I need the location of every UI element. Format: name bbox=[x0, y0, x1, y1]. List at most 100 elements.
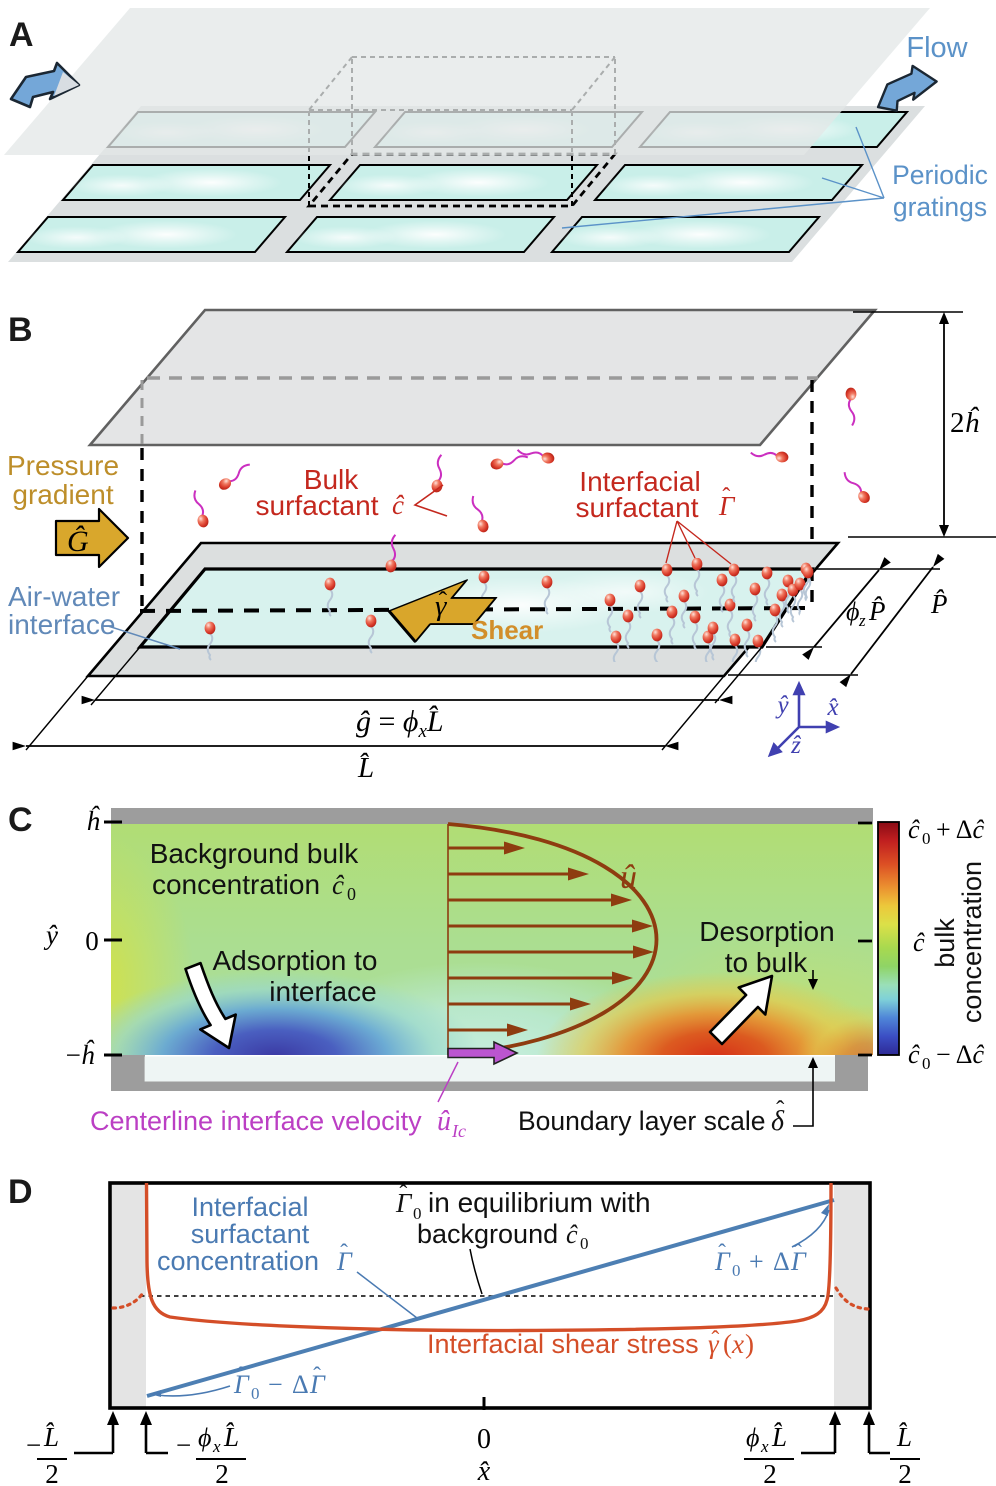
svg-text:ˆ: ˆ bbox=[439, 586, 448, 615]
svg-text:Ĝ: Ĝ bbox=[67, 525, 89, 558]
svg-text:ĥ: ĥ bbox=[86, 805, 100, 836]
svg-text:A: A bbox=[9, 16, 34, 54]
svg-text:Δ: Δ bbox=[292, 1370, 309, 1399]
svg-text:surfactant: surfactant bbox=[576, 492, 699, 523]
svg-text:ĝ = ϕxL̂: ĝ = ϕxL̂ bbox=[356, 705, 444, 742]
svg-text:Γ: Γ bbox=[714, 1247, 731, 1276]
svg-text:û: û bbox=[437, 1106, 451, 1137]
svg-text:0: 0 bbox=[85, 926, 99, 956]
svg-text:Background bulk: Background bulk bbox=[150, 838, 360, 869]
svg-text:x̂: x̂ bbox=[826, 694, 838, 721]
svg-text:ˆ: ˆ bbox=[313, 1363, 321, 1388]
svg-text:gradient: gradient bbox=[12, 479, 113, 510]
svg-text:Interfacial shear stress: Interfacial shear stress bbox=[427, 1329, 699, 1359]
svg-text:ĉ: ĉ bbox=[332, 870, 345, 900]
svg-text:Centerline interface velocity: Centerline interface velocity bbox=[90, 1106, 422, 1136]
svg-text:γ: γ bbox=[435, 590, 448, 622]
svg-text:Interfacial: Interfacial bbox=[191, 1192, 308, 1222]
svg-text:bulk: bulk bbox=[930, 918, 960, 968]
svg-text:Γ: Γ bbox=[309, 1370, 326, 1399]
svg-text:ˆ: ˆ bbox=[794, 1240, 802, 1265]
svg-text:0: 0 bbox=[251, 1384, 260, 1403]
svg-text:surfactant: surfactant bbox=[256, 490, 379, 521]
svg-text:2: 2 bbox=[898, 1459, 912, 1486]
svg-text:0: 0 bbox=[347, 884, 356, 904]
svg-text:L̂: L̂ bbox=[357, 751, 374, 784]
svg-text:Boundary layer scale: Boundary layer scale bbox=[518, 1106, 765, 1136]
svg-text:): ) bbox=[745, 1329, 754, 1359]
svg-text:2: 2 bbox=[215, 1459, 229, 1486]
svg-text:Γ: Γ bbox=[718, 491, 736, 521]
svg-text:concentration: concentration bbox=[152, 869, 320, 900]
svg-text:ĉ: ĉ bbox=[566, 1220, 578, 1249]
svg-text:+ Δĉ: + Δĉ bbox=[936, 815, 984, 844]
svg-text:interface: interface bbox=[269, 976, 376, 1007]
svg-text:ŷ: ŷ bbox=[774, 692, 789, 719]
svg-text:ˆ: ˆ bbox=[776, 1097, 785, 1124]
svg-text:L̂: L̂ bbox=[771, 1422, 787, 1452]
svg-text:− Δĉ: − Δĉ bbox=[936, 1040, 984, 1069]
svg-text:ĉ: ĉ bbox=[913, 928, 925, 957]
svg-text:ϕ: ϕ bbox=[198, 1423, 211, 1452]
svg-text:to bulk: to bulk bbox=[725, 947, 808, 978]
svg-text:(: ( bbox=[723, 1329, 732, 1359]
svg-text:x: x bbox=[731, 1329, 744, 1359]
svg-text:ˆ: ˆ bbox=[722, 485, 730, 511]
svg-text:P̂: P̂ bbox=[868, 596, 886, 626]
svg-text:z: z bbox=[858, 611, 866, 630]
svg-text:L̂: L̂ bbox=[43, 1422, 59, 1452]
svg-text:in equilibrium with: in equilibrium with bbox=[428, 1187, 651, 1218]
svg-text:ˆ: ˆ bbox=[399, 1182, 407, 1208]
svg-text:x: x bbox=[760, 1437, 769, 1456]
svg-text:Δ: Δ bbox=[773, 1247, 790, 1276]
svg-text:x̂: x̂ bbox=[477, 1456, 491, 1486]
svg-text:ĉ: ĉ bbox=[392, 490, 405, 520]
svg-text:2: 2 bbox=[763, 1459, 777, 1486]
svg-text:P̂: P̂ bbox=[930, 589, 948, 619]
svg-text:B: B bbox=[8, 311, 33, 349]
svg-text:Bulk: Bulk bbox=[304, 464, 359, 495]
svg-text:Γ: Γ bbox=[395, 1188, 413, 1218]
svg-text:Γ: Γ bbox=[336, 1247, 353, 1276]
svg-text:Γ: Γ bbox=[790, 1247, 807, 1276]
svg-text:ĉ: ĉ bbox=[908, 815, 920, 844]
svg-text:0: 0 bbox=[922, 1054, 931, 1073]
svg-text:ẑ: ẑ bbox=[790, 732, 801, 759]
svg-text:+: + bbox=[749, 1247, 764, 1276]
svg-text:Interfacial: Interfacial bbox=[579, 466, 700, 497]
svg-text:−: − bbox=[26, 1430, 41, 1460]
svg-text:0: 0 bbox=[922, 829, 931, 848]
svg-text:−: − bbox=[268, 1370, 283, 1399]
svg-text:−: − bbox=[176, 1430, 191, 1460]
svg-text:surfactant: surfactant bbox=[191, 1219, 310, 1249]
svg-text:gratings: gratings bbox=[893, 192, 987, 222]
svg-text:ĉ: ĉ bbox=[908, 1040, 920, 1069]
svg-text:0: 0 bbox=[413, 1204, 422, 1223]
svg-text:interface: interface bbox=[8, 609, 115, 640]
svg-text:ϕ: ϕ bbox=[746, 1423, 759, 1452]
svg-text:−ĥ: −ĥ bbox=[66, 1039, 95, 1070]
svg-text:Air-water: Air-water bbox=[8, 581, 120, 612]
svg-text:concentration: concentration bbox=[157, 1246, 319, 1276]
svg-text:Ic: Ic bbox=[451, 1121, 466, 1141]
svg-text:Pressure: Pressure bbox=[7, 450, 119, 481]
svg-text:Desorption: Desorption bbox=[699, 916, 834, 947]
svg-text:2ĥ: 2ĥ bbox=[950, 406, 980, 439]
svg-text:0: 0 bbox=[580, 1234, 589, 1253]
svg-text:C: C bbox=[8, 801, 33, 839]
svg-text:δ: δ bbox=[771, 1106, 785, 1137]
svg-text:ˆ: ˆ bbox=[237, 1363, 245, 1388]
svg-text:û: û bbox=[620, 859, 637, 896]
svg-text:ˆ: ˆ bbox=[718, 1240, 726, 1265]
svg-text:ˆ: ˆ bbox=[340, 1240, 348, 1265]
svg-text:ˆ: ˆ bbox=[711, 1328, 719, 1354]
svg-text:Adsorption to: Adsorption to bbox=[213, 945, 378, 976]
svg-text:γ: γ bbox=[708, 1329, 720, 1359]
svg-text:concentration: concentration bbox=[957, 861, 987, 1023]
svg-text:Γ: Γ bbox=[233, 1370, 250, 1399]
svg-text:background: background bbox=[417, 1219, 558, 1249]
svg-text:ŷ: ŷ bbox=[43, 920, 58, 950]
svg-text:D: D bbox=[8, 1173, 33, 1211]
svg-text:Flow: Flow bbox=[906, 32, 968, 64]
svg-text:L̂: L̂ bbox=[223, 1422, 239, 1452]
